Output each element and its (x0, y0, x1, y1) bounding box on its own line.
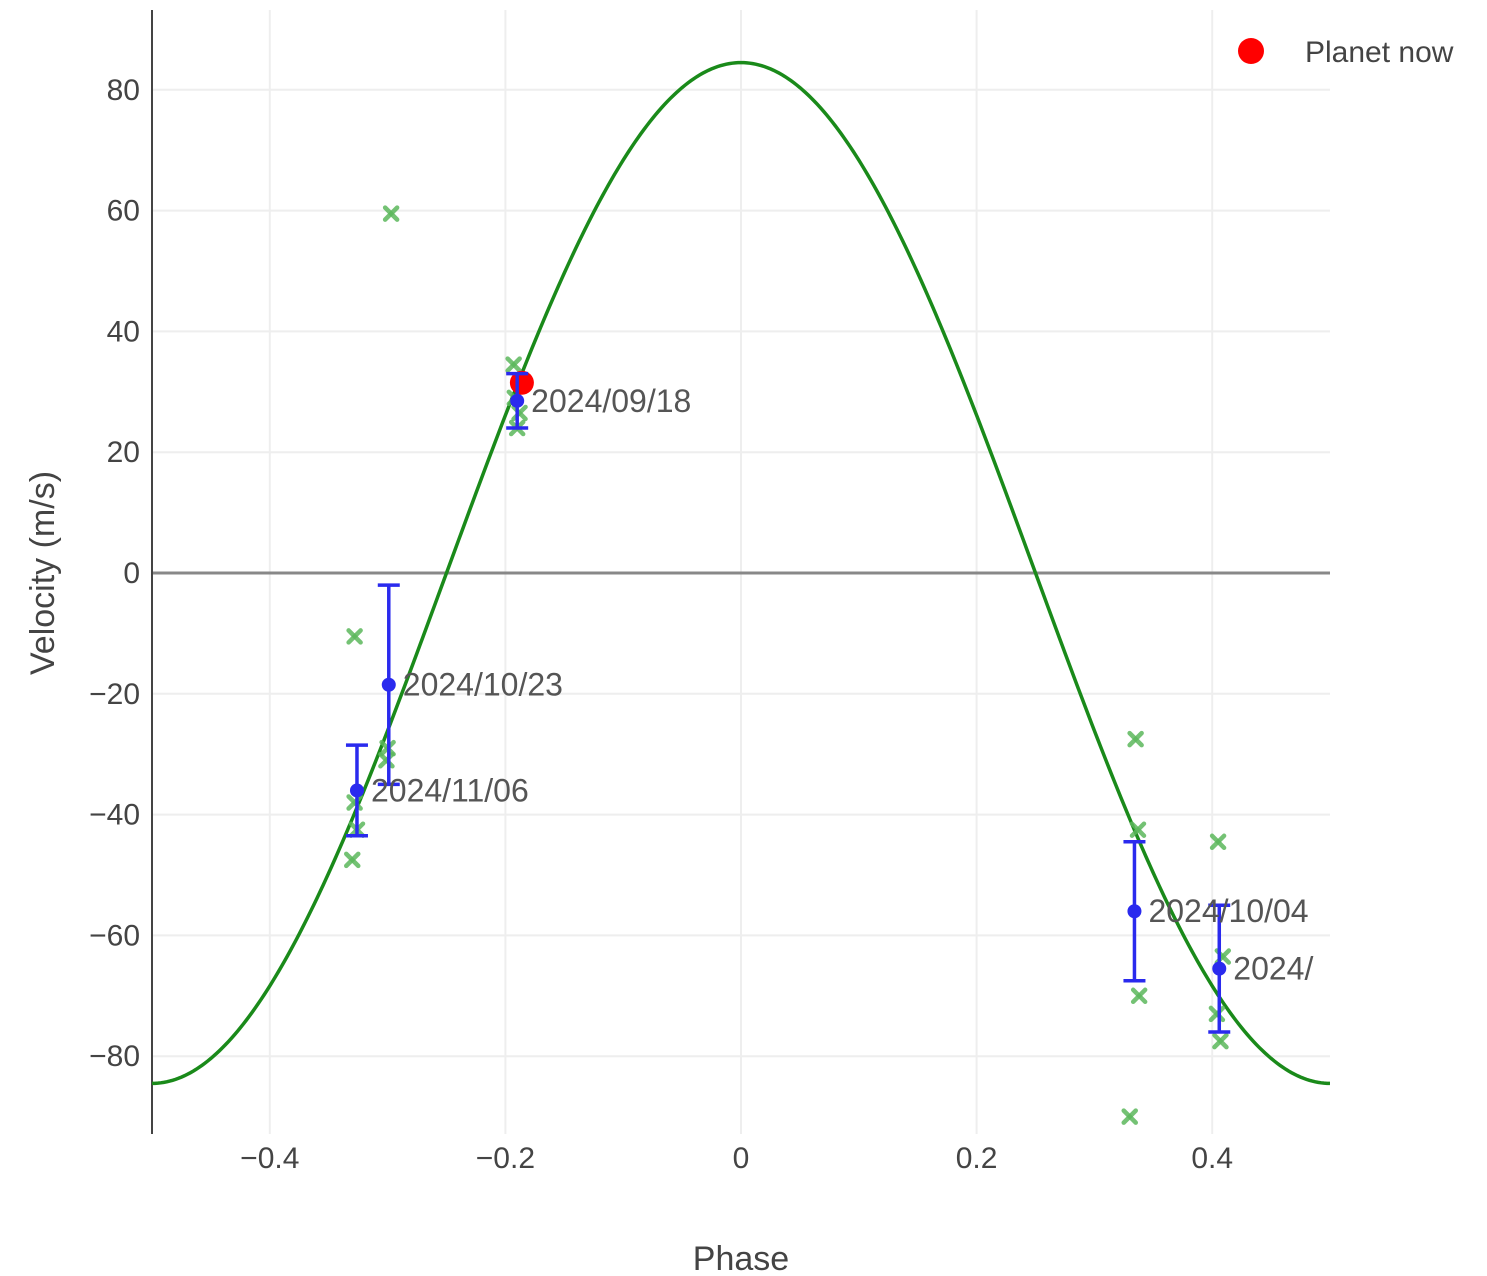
y-tick-label: 60 (107, 195, 140, 228)
raw-point (1129, 821, 1147, 838)
binned-point (1208, 903, 1231, 1034)
y-tick-label: 80 (107, 74, 140, 107)
binned-point-label: 2024/10/04 (1148, 893, 1308, 929)
y-tick-label: −20 (89, 678, 140, 711)
binned-point (506, 371, 529, 430)
y-tick-labels: −80 −60 −40 −20 0 20 40 60 80 (89, 74, 140, 1073)
raw-point (1212, 1032, 1229, 1050)
raw-point (344, 851, 361, 869)
legend-planet-now-label: Planet now (1305, 36, 1454, 69)
x-tick-label: 0 (733, 1142, 750, 1175)
x-tick-label: 0.4 (1191, 1142, 1233, 1175)
raw-point (505, 356, 522, 373)
raw-point (382, 205, 400, 222)
binned-marker (1212, 961, 1227, 976)
raw-point (1127, 730, 1144, 748)
x-tick-label: 0.2 (956, 1142, 998, 1175)
binned-point (1123, 840, 1146, 983)
binned-point-label: 2024/ (1233, 951, 1313, 987)
y-tick-label: −80 (89, 1040, 140, 1073)
raw-point (346, 628, 363, 645)
raw-point (511, 404, 528, 422)
x-tick-label: −0.4 (240, 1142, 299, 1175)
raw-point (1121, 1108, 1138, 1125)
raw-point (1209, 833, 1227, 851)
y-axis-title: Velocity (m/s) (24, 471, 62, 675)
y-tick-label: −60 (89, 919, 140, 952)
legend[interactable]: Planet now (1238, 36, 1454, 69)
x-axis-title: Phase (693, 1240, 789, 1276)
binned-marker (349, 783, 364, 798)
y-tick-label: 40 (107, 315, 140, 348)
binned-marker (510, 393, 525, 408)
binned-point-label: 2024/09/18 (531, 383, 691, 419)
binned-marker (1127, 904, 1142, 919)
raw-point (378, 751, 395, 769)
binned-point-label: 2024/11/06 (371, 772, 529, 808)
raw-points-group (344, 205, 1232, 1125)
binned-labels-group: 2024/09/18 2024/10/23 2024/11/06 2024/10/04… (371, 383, 1313, 987)
binned-point (377, 583, 400, 787)
binned-point-label: 2024/10/23 (403, 667, 563, 703)
legend-planet-now-marker (1238, 38, 1264, 64)
x-tick-labels: −0.4 −0.2 0 0.2 0.4 (240, 1142, 1233, 1175)
x-tick-label: −0.2 (476, 1142, 535, 1175)
raw-point (1130, 987, 1148, 1005)
y-tick-label: 0 (123, 557, 140, 590)
y-tick-label: −40 (89, 799, 140, 832)
binned-marker (381, 677, 396, 692)
y-tick-label: 20 (107, 436, 140, 469)
binned-point (345, 743, 368, 838)
binned-points-group (345, 371, 1231, 1034)
